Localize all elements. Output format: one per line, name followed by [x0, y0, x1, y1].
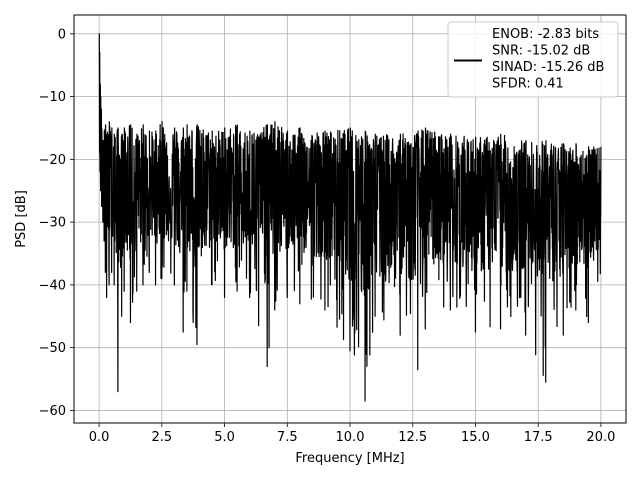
y-tick-label: −10 [39, 90, 66, 105]
tick-layer: 0.0 2.5 5.0 7.5 10.0 12.5 15.0 17.5 20.0 0 −10 −20 −… [39, 27, 616, 445]
y-axis-label: PSD [dB] [14, 190, 29, 248]
x-axis-label: Frequency [MHz] [295, 451, 404, 466]
y-tick-label: −30 [39, 216, 66, 231]
legend-label: ENOB: -2.83 bits SNR: -15.02 dB SINAD: -15… [492, 27, 604, 92]
x-tick-label: 12.5 [398, 430, 427, 445]
psd-series-line [98, 33, 602, 402]
x-tick-label: 17.5 [524, 430, 553, 445]
y-tick-label: −20 [39, 153, 66, 168]
x-tick-label: 7.5 [277, 430, 298, 445]
x-tick-label: 2.5 [151, 430, 172, 445]
legend-entry-label: ENOB: -2.83 bits SNR: -15.02 dB SINAD: -15… [492, 27, 604, 92]
x-tick-label: 10.0 [336, 430, 365, 445]
y-tick-label: 0 [58, 27, 66, 42]
y-tick-label: −40 [39, 278, 66, 293]
legend: ENOB: -2.83 bits SNR: -15.02 dB SINAD: -15… [447, 21, 619, 98]
series-layer [98, 33, 602, 402]
y-tick-label: −50 [39, 341, 66, 356]
legend-box [447, 21, 619, 98]
y-tick-label: −60 [39, 404, 66, 419]
x-tick-label: 5.0 [214, 430, 235, 445]
x-tick-label: 0.0 [89, 430, 110, 445]
x-tick-label: 15.0 [461, 430, 490, 445]
x-tick-label: 20.0 [586, 430, 615, 445]
